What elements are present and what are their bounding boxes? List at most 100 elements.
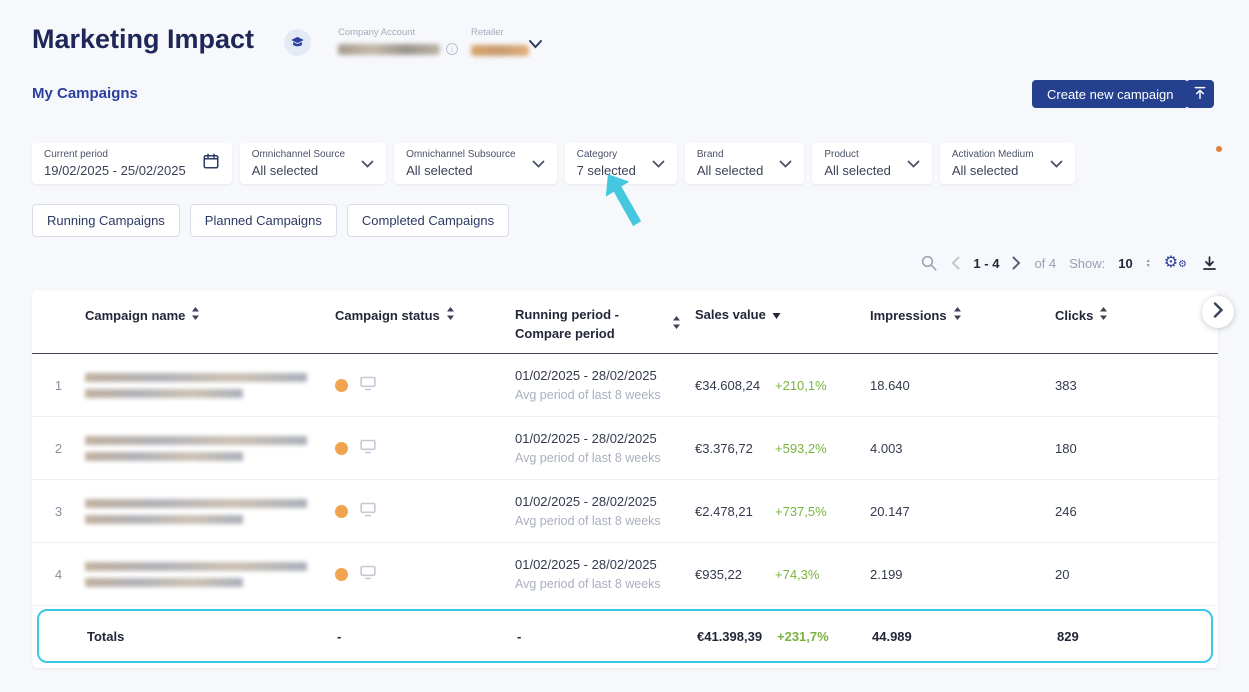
tab-planned-campaigns[interactable]: Planned Campaigns [189, 204, 337, 237]
filter-current-period[interactable]: Current period 19/02/2025 - 25/02/2025 [32, 143, 232, 184]
sales-change: +737,5% [775, 503, 827, 519]
page-range: 1 - 4 [973, 255, 1000, 271]
filter-value: All selected [406, 163, 473, 178]
sales-value-cell: €935,22 +74,3% [695, 566, 820, 582]
sort-icon[interactable] [446, 307, 455, 323]
filter-label: Activation Medium [951, 149, 1034, 160]
retailer-label: Retailer [471, 27, 504, 38]
campaign-name-redacted [85, 561, 335, 587]
company-account-block[interactable]: Company Account i [338, 27, 458, 55]
row-number: 2 [54, 440, 63, 456]
filter-label: Brand [696, 149, 724, 160]
sort-icon[interactable] [1099, 307, 1108, 323]
filter-omnichannel-source[interactable]: Omnichannel Source All selected [239, 143, 387, 184]
totals-sales-cell: €41.398,39 +231,7% [697, 628, 829, 644]
chevron-down-icon [652, 155, 665, 173]
academy-badge-icon[interactable] [284, 29, 311, 56]
totals-period: - [517, 628, 522, 644]
scroll-right-button[interactable] [1202, 296, 1234, 328]
status-dot-orange [335, 504, 348, 518]
create-new-campaign-button[interactable]: Create new campaign [1032, 80, 1189, 108]
next-page-chevron-icon[interactable] [1012, 256, 1021, 270]
table-toolbar: 1 - 4 of 4 Show: 10 ▲ ▼ ⚙⚙ [920, 250, 1219, 276]
table-row[interactable]: 3 01/02/2025 - 28/02/2025 Avg period of … [32, 480, 1218, 543]
sales-value-cell: €3.376,72 +593,2% [695, 440, 827, 456]
column-impressions[interactable]: Impressions [870, 307, 1055, 323]
campaign-name-redacted [85, 372, 335, 398]
filter-activation-medium[interactable]: Activation Medium All selected [939, 143, 1075, 184]
impressions-cell: 20.147 [870, 503, 910, 519]
table-row[interactable]: 4 01/02/2025 - 28/02/2025 Avg period of … [32, 543, 1218, 606]
status-dot-orange [335, 441, 348, 455]
column-sales-value[interactable]: Sales value [695, 307, 870, 322]
tab-running-campaigns[interactable]: Running Campaigns [32, 204, 180, 237]
monitor-icon [360, 565, 376, 583]
impressions-cell: 4.003 [870, 440, 903, 456]
filter-label: Omnichannel Subsource [406, 149, 516, 160]
download-icon[interactable] [1200, 254, 1219, 273]
monitor-icon [360, 376, 376, 394]
totals-impressions: 44.989 [872, 628, 912, 644]
filter-value: 7 selected [576, 163, 636, 178]
campaign-name-redacted [85, 498, 335, 524]
table-row[interactable]: 2 01/02/2025 - 28/02/2025 Avg period of … [32, 417, 1218, 480]
page-title: Marketing Impact [32, 24, 255, 54]
filter-value: All selected [824, 163, 891, 178]
filter-value: All selected [251, 163, 319, 178]
page-size-stepper[interactable]: ▲ ▼ [1145, 257, 1151, 269]
info-icon: i [446, 43, 458, 55]
export-upload-button[interactable] [1186, 80, 1214, 108]
notification-dot [1216, 146, 1222, 152]
sort-icon[interactable] [953, 307, 962, 323]
filter-brand[interactable]: Brand All selected [684, 143, 805, 184]
filter-omnichannel-subsource[interactable]: Omnichannel Subsource All selected [394, 143, 557, 184]
totals-row: Totals - - €41.398,39 +231,7% 44.989 829 [37, 609, 1213, 663]
totals-change: +231,7% [777, 628, 829, 644]
campaign-status-cell [335, 439, 515, 457]
tab-completed-campaigns[interactable]: Completed Campaigns [346, 204, 510, 237]
search-icon[interactable] [920, 254, 938, 272]
sort-desc-icon[interactable] [772, 307, 781, 322]
filter-bar: Current period 19/02/2025 - 25/02/2025 O… [32, 143, 1075, 184]
show-label: Show: [1069, 255, 1106, 271]
running-period-cell: 01/02/2025 - 28/02/2025 Avg period of la… [515, 368, 661, 402]
table-row[interactable]: 1 01/02/2025 - 28/02/2025 Avg period of … [32, 354, 1218, 417]
chevron-right-icon [1213, 301, 1224, 323]
chevron-down-icon [532, 155, 545, 173]
chevron-down-icon [779, 155, 792, 173]
filter-label: Product [824, 149, 859, 160]
settings-gears-icon[interactable]: ⚙⚙ [1163, 251, 1187, 271]
impressions-cell: 2.199 [870, 566, 903, 582]
running-period-cell: 01/02/2025 - 28/02/2025 Avg period of la… [515, 557, 661, 591]
company-account-value-redacted [338, 43, 440, 55]
totals-status: - [337, 628, 342, 644]
totals-clicks: 829 [1057, 628, 1079, 644]
sort-icon[interactable] [191, 307, 200, 323]
sort-icon[interactable] [672, 316, 681, 332]
column-campaign-name[interactable]: Campaign name [85, 307, 335, 323]
campaigns-table: Campaign name Campaign status Running pe… [32, 290, 1218, 668]
retailer-value-redacted [471, 45, 529, 56]
row-number: 4 [54, 566, 63, 582]
clicks-cell: 383 [1055, 377, 1077, 393]
chevron-down-icon [907, 155, 920, 173]
column-clicks[interactable]: Clicks [1055, 307, 1218, 323]
campaign-name-redacted [85, 435, 335, 461]
chevron-down-icon [1050, 155, 1063, 173]
running-period-cell: 01/02/2025 - 28/02/2025 Avg period of la… [515, 431, 661, 465]
chevron-down-icon [361, 155, 374, 173]
retailer-block[interactable]: Retailer [471, 27, 529, 61]
campaign-status-cell [335, 565, 515, 583]
cursor-arrow [600, 172, 648, 237]
account-chevron-down-icon[interactable] [528, 36, 543, 54]
sales-change: +210,1% [775, 377, 827, 393]
filter-category[interactable]: Category 7 selected [564, 143, 677, 184]
filter-value: All selected [696, 163, 764, 178]
column-campaign-status[interactable]: Campaign status [335, 307, 515, 323]
filter-product[interactable]: Product All selected [812, 143, 932, 184]
column-running-period[interactable]: Running period - Compare period [515, 307, 695, 341]
prev-page-chevron-icon[interactable] [951, 256, 960, 270]
totals-label: Totals [87, 628, 125, 644]
campaign-status-cell [335, 502, 515, 520]
